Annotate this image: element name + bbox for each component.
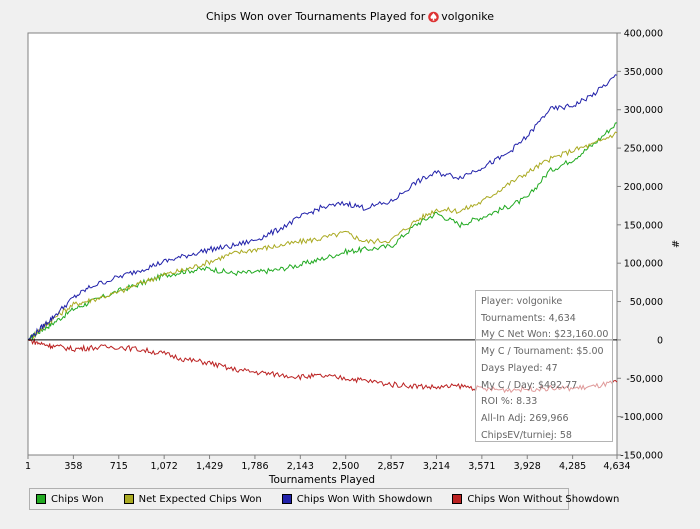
series-line-net-expected-chips-won [27,131,618,341]
x-axis-label: Tournaments Played [268,474,375,486]
chart-title: Chips Won over Tournaments Played for vol… [0,8,700,26]
x-tick-label: 4,634 [603,461,630,472]
x-tick-label: 2,500 [332,461,359,472]
y-tick-label: -150,000 [620,451,663,462]
x-tick-label: 1 [25,461,31,472]
y-tick-label: 50,000 [630,297,663,308]
y-tick-label: 0 [657,335,663,346]
x-tick-label: 3,928 [514,461,541,472]
x-tick-label: 3,571 [468,461,495,472]
stats-net-won: My C Net Won: $23,160.00 [481,329,609,341]
stats-tournaments: Tournaments: 4,634 [481,312,576,324]
x-tick-label: 358 [64,461,82,472]
x-tick-label: 2,857 [377,461,404,472]
stats-all-in-adj: All-In Adj: 269,966 [481,412,569,424]
legend-swatch [36,494,46,504]
stats-box: Player: volgonike Tournaments: 4,634 My … [475,290,613,442]
x-tick-label: 2,143 [287,461,314,472]
spade-icon [428,11,440,23]
y-axis: 400,000 350,000 300,000 250,000 200,000 150,0… [617,29,663,462]
stats-player: Player: volgonike [481,296,563,307]
legend-swatch [281,494,292,504]
legend-item-with-showdown[interactable]: Chips Won With Showdown [281,494,432,505]
x-tick-label: 1,072 [151,461,178,472]
legend-swatch [452,494,463,504]
x-tick-label: 715 [110,461,128,472]
title-text: Chips Won over Tournaments Played for [205,10,426,23]
y-tick-label: -100,000 [620,412,663,423]
legend-item-without-showdown[interactable]: Chips Won Without Showdown [452,494,619,505]
y-tick-label: 400,000 [624,29,663,40]
legend-item-chips-won[interactable]: Chips Won [36,494,104,505]
y-axis-label: # [669,240,680,248]
stats-chips-ev: ChipsEV/turniej: 58 [481,429,572,441]
stats-per-tournament: My C / Tournament: $5.00 [481,346,604,358]
y-tick-label: 350,000 [624,67,663,78]
stats-per-day: My C / Day: $492.77 [481,379,578,391]
x-tick-label: 1,786 [241,461,268,472]
series-line-chips-won-with-showdown [27,74,618,341]
x-axis: 1 358 715 1,072 1,429 1,786 2,143 2,500 2,857 3,2… [25,455,631,472]
x-tick-label: 1,429 [196,461,223,472]
x-tick-label: 4,285 [559,461,586,472]
y-tick-label: -50,000 [626,374,663,385]
legend: Chips Won Net Expected Chips Won Chips W… [29,488,619,510]
legend-swatch [123,494,134,504]
y-tick-label: 150,000 [624,220,663,231]
legend-item-net-expected[interactable]: Net Expected Chips Won [123,494,262,505]
y-tick-label: 300,000 [624,105,663,116]
y-tick-label: 100,000 [624,259,663,270]
stats-days-played: Days Played: 47 [481,362,558,374]
y-tick-label: 200,000 [624,182,663,193]
y-tick-label: 250,000 [624,144,663,155]
player-name: volgonike [441,10,495,23]
x-tick-label: 3,214 [423,461,450,472]
series-layer [27,74,618,394]
stats-roi: ROI %: 8.33 [481,396,538,408]
